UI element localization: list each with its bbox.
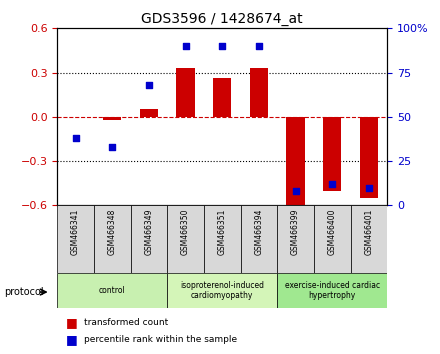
Text: control: control	[99, 286, 125, 295]
Text: GSM466350: GSM466350	[181, 209, 190, 255]
Bar	[241, 205, 277, 273]
Bar	[314, 205, 351, 273]
Bar	[167, 273, 277, 308]
Text: ■: ■	[66, 333, 78, 346]
Bar	[250, 68, 268, 117]
Point	[329, 181, 336, 187]
Point	[182, 43, 189, 49]
Text: GSM466348: GSM466348	[108, 209, 117, 255]
Text: GSM466351: GSM466351	[218, 209, 227, 255]
Bar	[277, 273, 387, 308]
Text: GSM466349: GSM466349	[144, 209, 154, 255]
Text: GSM466394: GSM466394	[254, 209, 264, 255]
Text: isoproterenol-induced
cardiomyopathy: isoproterenol-induced cardiomyopathy	[180, 281, 264, 300]
Text: GSM466401: GSM466401	[364, 209, 374, 255]
Bar	[176, 68, 195, 117]
Bar	[286, 117, 305, 205]
Bar	[351, 205, 387, 273]
Title: GDS3596 / 1428674_at: GDS3596 / 1428674_at	[141, 12, 303, 26]
Point	[145, 82, 152, 88]
Bar	[57, 205, 94, 273]
Point	[109, 144, 116, 150]
Point	[255, 43, 262, 49]
Bar	[140, 109, 158, 117]
Bar	[167, 205, 204, 273]
Bar	[323, 117, 341, 190]
Bar	[94, 205, 131, 273]
Text: protocol: protocol	[4, 287, 44, 297]
Text: exercise-induced cardiac
hypertrophy: exercise-induced cardiac hypertrophy	[285, 281, 380, 300]
Text: ■: ■	[66, 316, 78, 329]
Bar	[103, 117, 121, 120]
Point	[72, 135, 79, 141]
Bar	[204, 205, 241, 273]
Point	[219, 43, 226, 49]
Text: transformed count: transformed count	[84, 318, 168, 327]
Point	[292, 188, 299, 194]
Point	[365, 185, 372, 190]
Bar	[213, 79, 231, 117]
Bar	[277, 205, 314, 273]
Text: percentile rank within the sample: percentile rank within the sample	[84, 335, 237, 344]
Bar	[131, 205, 167, 273]
Bar	[57, 273, 167, 308]
Text: GSM466400: GSM466400	[328, 209, 337, 255]
Bar	[360, 117, 378, 198]
Text: GSM466341: GSM466341	[71, 209, 80, 255]
Text: GSM466399: GSM466399	[291, 209, 300, 255]
